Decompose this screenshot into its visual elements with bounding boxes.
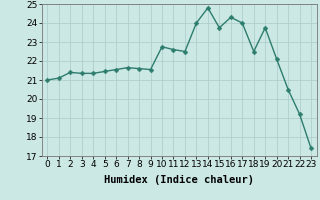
X-axis label: Humidex (Indice chaleur): Humidex (Indice chaleur) [104,175,254,185]
